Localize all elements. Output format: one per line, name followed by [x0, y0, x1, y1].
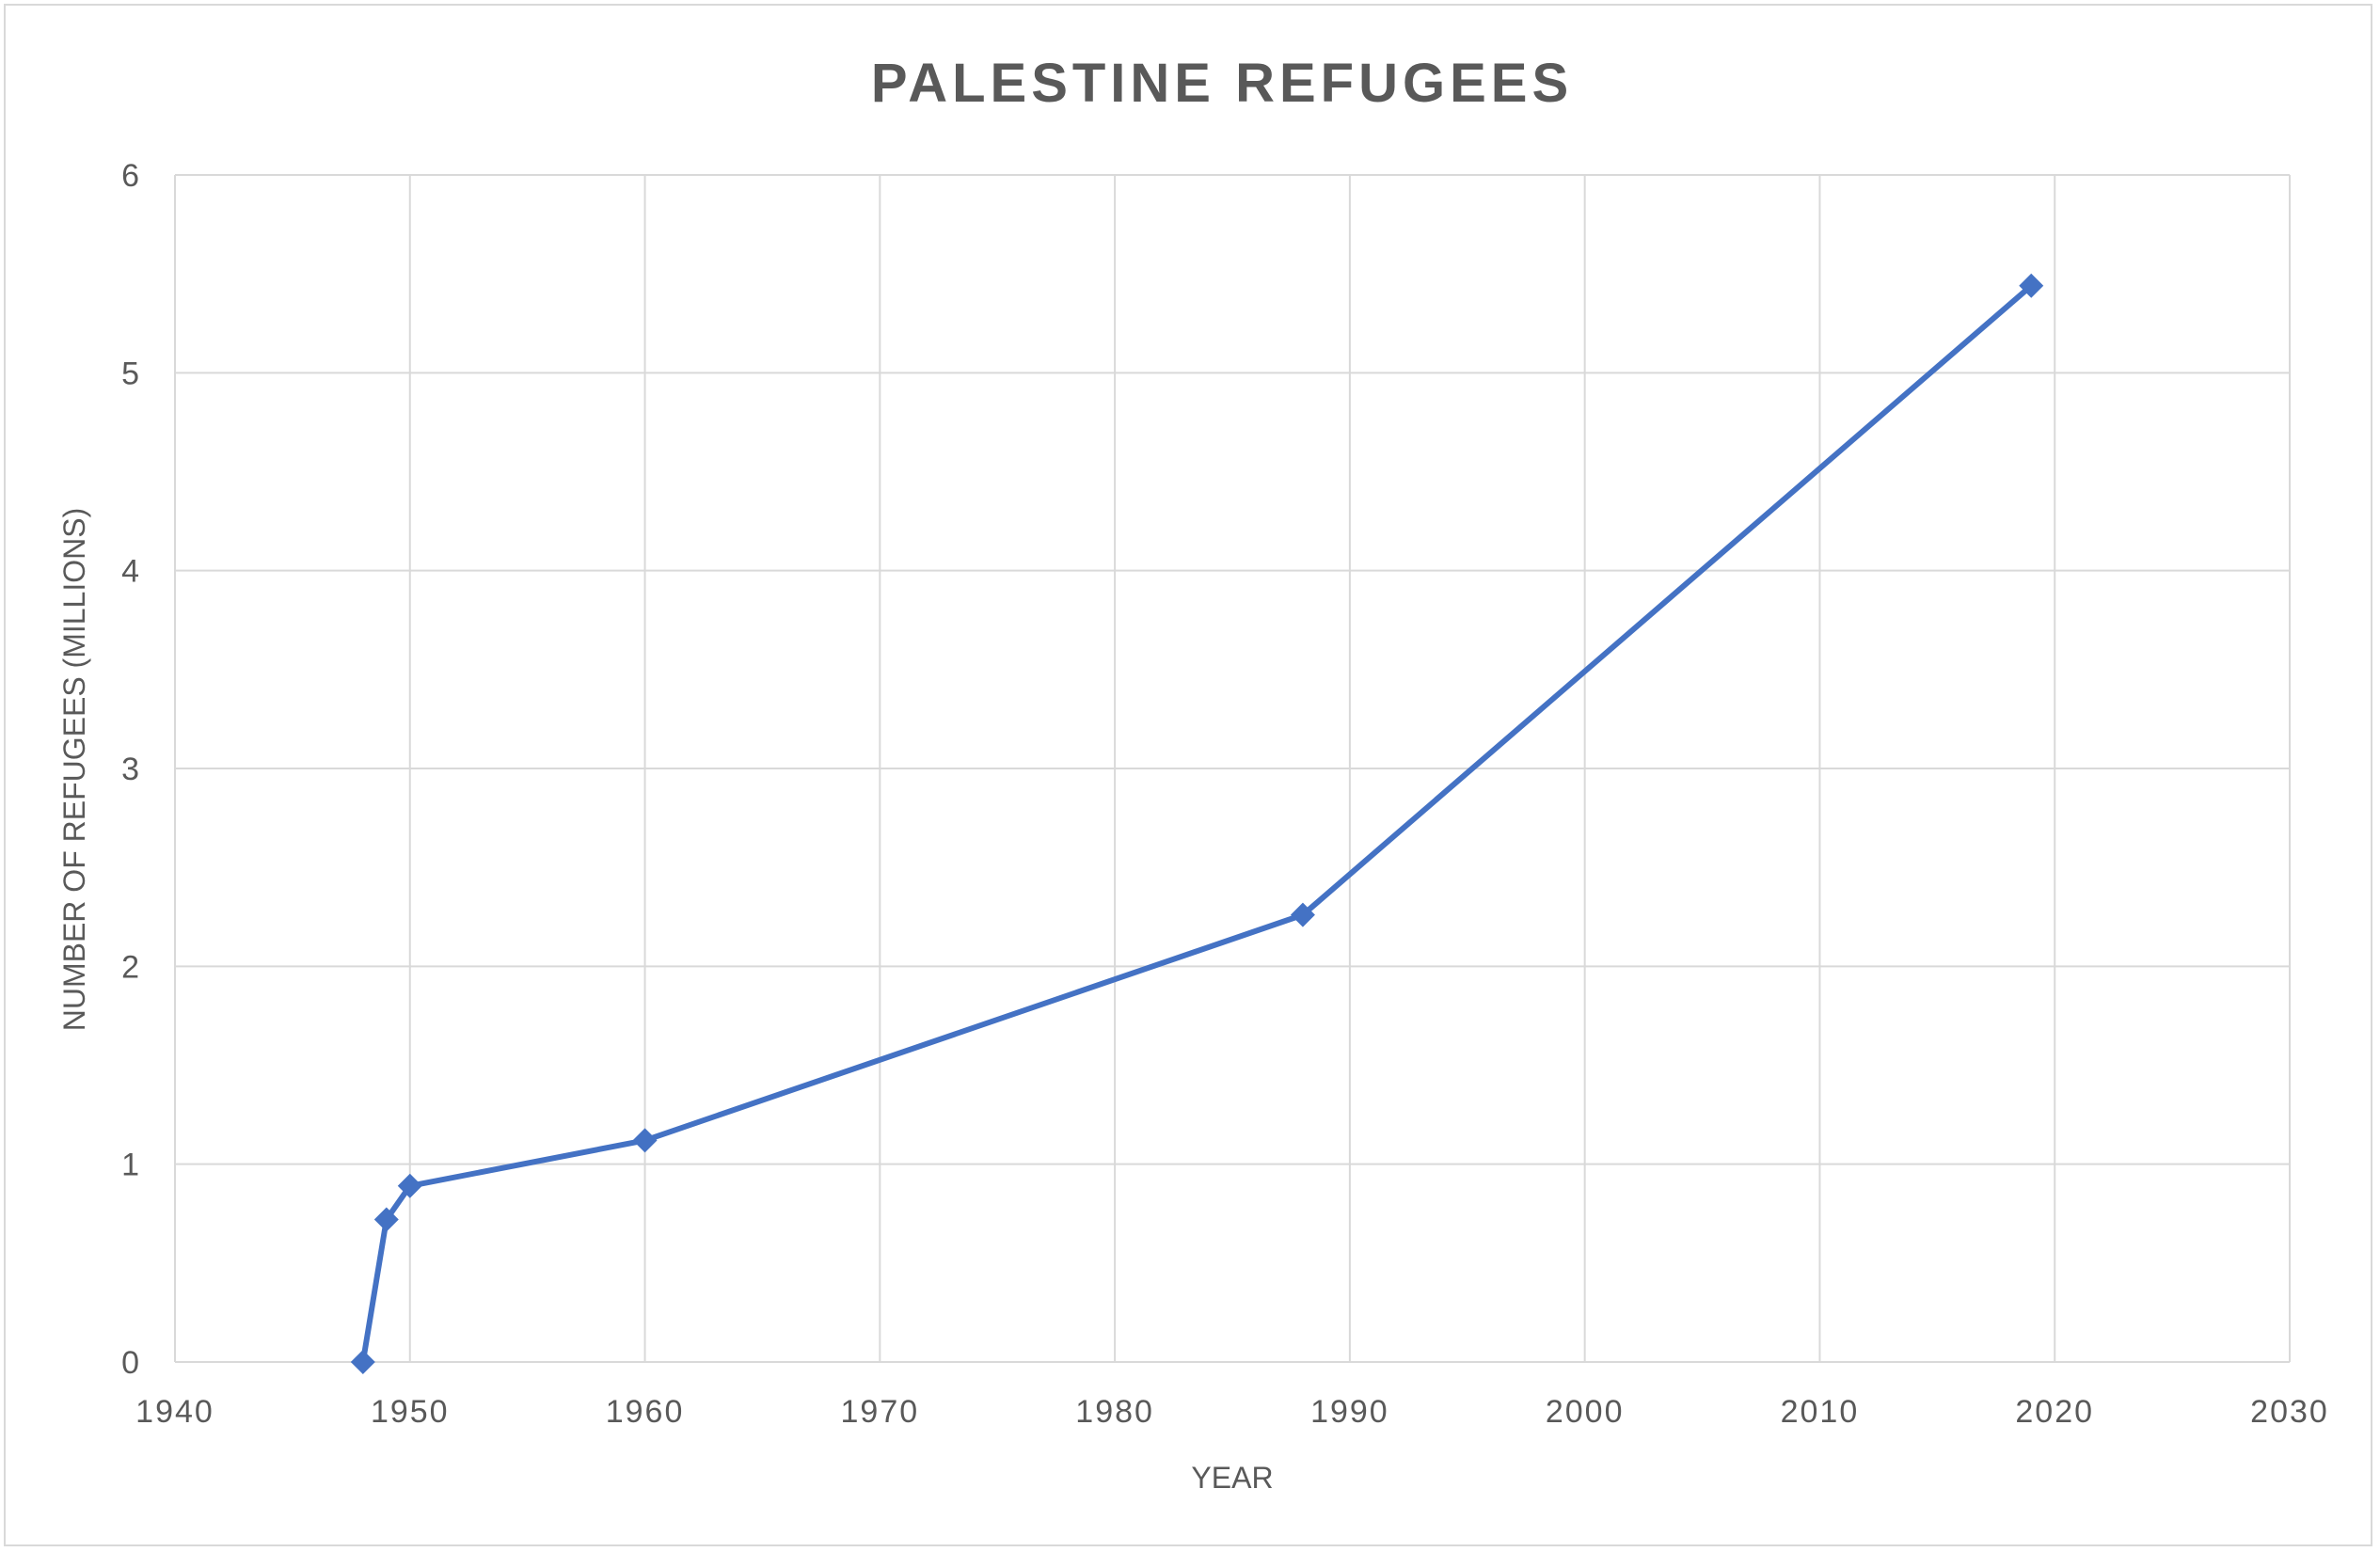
chart-frame: PALESTINE REFUGEES 1940 1950 1960 1970 1980 1…	[4, 4, 2372, 1546]
x-tick-label: 1940	[135, 1394, 214, 1430]
x-tick-label: 2010	[1781, 1394, 1860, 1430]
series-line	[359, 282, 2035, 1365]
x-tick-label: 2020	[2015, 1394, 2094, 1430]
x-tick-label: 1960	[606, 1394, 685, 1430]
data-point-marker	[397, 1173, 422, 1198]
data-point-marker	[1290, 902, 1315, 927]
grid-lines	[174, 174, 2291, 1363]
y-axis-title: NUMBER OF REFUGEES (MILLIONS)	[57, 508, 91, 1032]
data-point-marker	[2019, 273, 2044, 298]
tick-labels: 1940 1950 1960 1970 1980 1990 2000 2010 2020 2030…	[121, 158, 2329, 1430]
x-tick-label: 2030	[2250, 1394, 2329, 1430]
y-tick-label: 5	[121, 356, 141, 391]
y-tick-label: 4	[121, 554, 141, 590]
data-point-marker	[632, 1128, 658, 1153]
x-tick-label: 1950	[371, 1394, 450, 1430]
x-tick-label: 1970	[841, 1394, 920, 1430]
y-tick-label: 0	[121, 1345, 141, 1381]
x-axis-title: YEAR	[1191, 1461, 1273, 1495]
data-point-marker	[373, 1207, 399, 1232]
x-tick-label: 1990	[1310, 1394, 1389, 1430]
y-tick-label: 2	[121, 949, 141, 985]
data-point-marker	[350, 1350, 375, 1374]
y-tick-label: 3	[121, 752, 141, 787]
y-tick-label: 1	[121, 1148, 141, 1183]
x-tick-label: 2000	[1546, 1394, 1625, 1430]
chart-svg: PALESTINE REFUGEES 1940 1950 1960 1970 1980 1…	[57, 53, 2329, 1495]
x-tick-label: 1980	[1075, 1394, 1154, 1430]
series-group	[350, 273, 2044, 1374]
chart-title: PALESTINE REFUGEES	[871, 53, 1573, 114]
y-tick-label: 6	[121, 158, 141, 194]
